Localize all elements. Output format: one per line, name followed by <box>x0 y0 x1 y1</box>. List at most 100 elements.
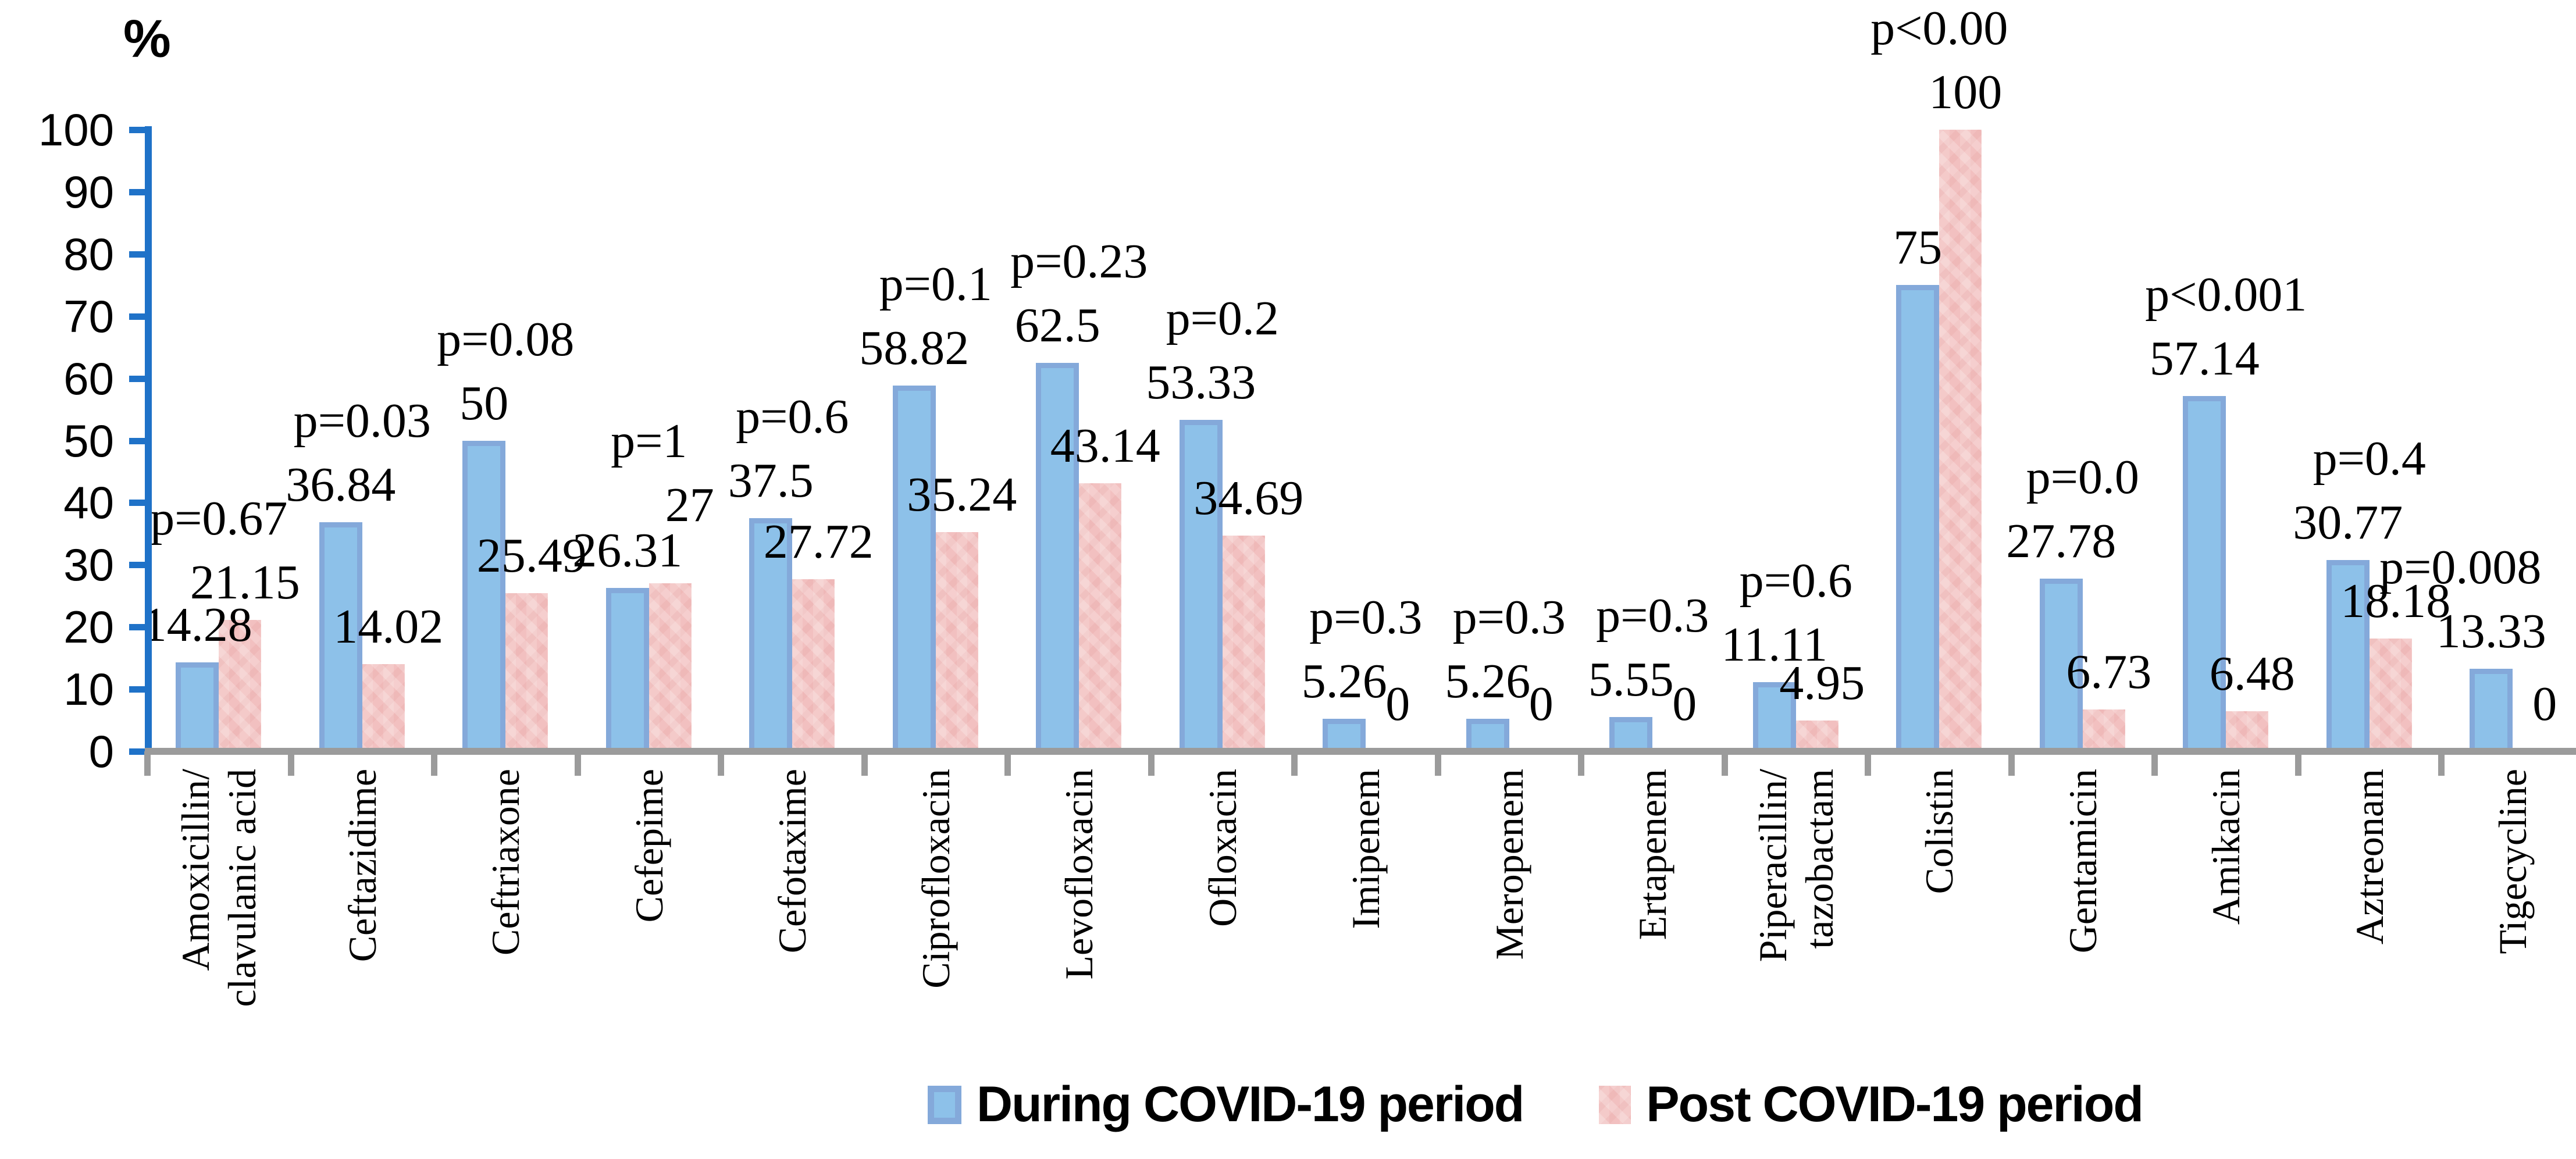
legend-swatch-during-icon <box>928 1085 961 1124</box>
value-label-post: 0 <box>1672 677 1697 731</box>
value-label-post: 43.14 <box>1050 418 1160 473</box>
x-tick-mark <box>1148 751 1155 776</box>
value-label-during: 53.33 <box>1146 355 1256 409</box>
bar-post <box>1079 483 1122 755</box>
y-tick-mark <box>129 562 147 569</box>
p-value-label: p=0.23 <box>1010 234 1148 288</box>
bar-post <box>792 579 835 755</box>
x-category-label: Levofloxacin <box>1057 769 1102 980</box>
p-value-label: p=0.03 <box>293 394 431 448</box>
bar-post <box>2082 709 2125 755</box>
y-tick-label: 50 <box>63 415 114 466</box>
y-tick-mark <box>129 375 147 382</box>
p-value-label: p=0.0 <box>2026 450 2139 505</box>
bar-post <box>2369 638 2412 755</box>
value-label-post: 35.24 <box>907 468 1017 522</box>
x-tick-mark <box>2294 751 2301 776</box>
value-label-post: 6.73 <box>2066 645 2152 700</box>
y-axis-unit-label: % <box>123 9 171 69</box>
p-value-label: p=0.67 <box>150 491 288 545</box>
value-label-post: 0 <box>1385 677 1410 731</box>
x-category-label: Ceftazidime <box>340 769 384 962</box>
value-label-post: 0 <box>1529 677 1554 731</box>
bar-post <box>649 583 692 755</box>
bar-during <box>462 440 506 755</box>
x-tick-mark <box>861 751 868 776</box>
x-tick-mark <box>1721 751 1728 776</box>
x-category-label: Colistin <box>1917 769 1962 894</box>
bar-during <box>1896 285 1940 755</box>
value-label-post: 0 <box>2532 677 2557 731</box>
p-value-label: p=0.4 <box>2313 431 2426 486</box>
x-tick-mark <box>1434 751 1441 776</box>
y-tick-label: 30 <box>63 539 114 591</box>
value-label-during: 58.82 <box>859 321 970 376</box>
bar-post <box>2226 711 2269 755</box>
x-category-label: Gentamicin <box>2060 769 2105 954</box>
value-label-during: 27.78 <box>2006 514 2117 569</box>
bar-during <box>605 587 649 755</box>
legend: During COVID-19 period Post COVID-19 per… <box>928 1076 2144 1133</box>
x-axis <box>145 748 2576 755</box>
bar-post <box>1222 536 1265 755</box>
y-tick-label: 100 <box>38 104 114 155</box>
bar-post <box>1939 130 1982 755</box>
p-value-label: p=0.3 <box>1596 588 1709 643</box>
p-value-label: p=0.6 <box>1739 554 1852 608</box>
p-value-label: p=0.3 <box>1309 590 1423 644</box>
x-category-label: Meropenem <box>1487 769 1531 960</box>
bar-post <box>362 664 405 755</box>
x-tick-mark <box>1578 751 1584 776</box>
bar-during <box>1179 419 1223 755</box>
bar-during <box>176 662 219 755</box>
value-label-during: 75 <box>1893 220 1943 275</box>
value-label-during: 57.14 <box>2149 331 2260 386</box>
p-value-label: p=0.08 <box>437 312 575 366</box>
value-label-post: 18.18 <box>2340 573 2451 628</box>
value-label-during: 50 <box>459 376 509 430</box>
value-label-post: 21.15 <box>190 555 300 609</box>
y-tick-mark <box>129 437 147 444</box>
value-label-post: 27 <box>665 478 714 533</box>
legend-item-during: During COVID-19 period <box>928 1076 1524 1133</box>
value-label-post: 4.95 <box>1779 656 1865 711</box>
y-tick-mark <box>129 188 147 195</box>
legend-swatch-post-icon <box>1599 1085 1631 1124</box>
x-tick-mark <box>718 751 724 776</box>
value-label-during: 26.31 <box>572 523 683 577</box>
p-value-label: p<0.001 <box>2145 268 2307 322</box>
legend-item-post: Post COVID-19 period <box>1599 1076 2144 1133</box>
x-category-label: Ceftriaxone <box>483 769 528 955</box>
x-category-label: Ertapenem <box>1630 769 1675 940</box>
value-label-post: 25.49 <box>476 528 587 583</box>
x-tick-mark <box>574 751 581 776</box>
p-value-label: p=1 <box>611 414 687 469</box>
y-tick-label: 70 <box>63 290 114 342</box>
x-tick-mark <box>1865 751 1871 776</box>
value-label-during: 13.33 <box>2436 604 2546 658</box>
x-category-label: Cefepime <box>626 769 671 923</box>
y-axis <box>145 126 152 755</box>
x-category-label: Ciprofloxacin <box>913 769 958 989</box>
y-tick-label: 80 <box>63 228 114 280</box>
bar-during <box>2470 668 2513 755</box>
value-label-post: 14.02 <box>333 600 444 654</box>
y-tick-mark <box>129 313 147 320</box>
legend-label-during: During COVID-19 period <box>977 1076 1524 1132</box>
y-tick-mark <box>129 127 147 133</box>
x-tick-mark <box>2151 751 2158 776</box>
x-tick-mark <box>287 751 294 776</box>
p-value-label: p<0.00 <box>1870 1 2008 55</box>
x-category-label: Aztreonam <box>2347 769 2392 945</box>
x-category-label: Ofloxacin <box>1200 769 1245 927</box>
x-category-label: Amikacin <box>2204 769 2249 925</box>
p-value-label: p=0.2 <box>1166 291 1279 345</box>
bar-during <box>2039 579 2083 755</box>
p-value-label: p=0.008 <box>2379 540 2542 594</box>
x-tick-mark <box>431 751 437 776</box>
bar-during <box>1752 682 1796 755</box>
y-tick-mark <box>129 748 147 755</box>
bar-post <box>505 593 548 755</box>
p-value-label: p=0.1 <box>879 257 992 312</box>
